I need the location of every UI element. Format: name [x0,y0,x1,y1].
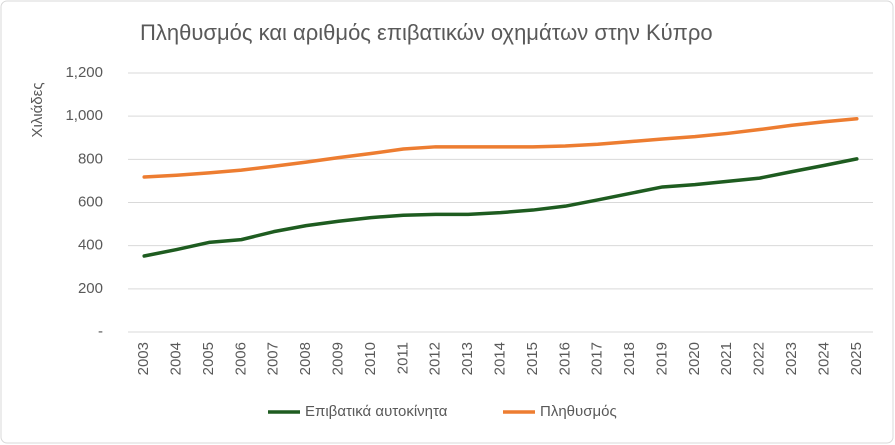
x-tick-label: 2021 [718,342,735,375]
x-tick-label: 2017 [589,342,606,375]
y-tick-label: 1,000 [65,107,103,124]
y-tick-label: 200 [78,280,103,297]
series-line [142,117,859,179]
x-tick-label: 2010 [362,342,379,375]
x-tick-label: 2004 [168,342,185,375]
x-tick-label: 2012 [427,342,444,375]
x-tick-label: 2023 [783,342,800,375]
x-tick-label: 2003 [135,342,152,375]
y-tick-label: 1,200 [65,64,103,81]
x-tick-label: 2007 [265,342,282,375]
x-tick-label: 2025 [848,342,865,375]
legend-label: Επιβατικά αυτοκίνητα [305,403,448,420]
x-tick-label: 2024 [815,342,832,375]
x-tick-label: 2015 [524,342,541,375]
x-tick-label: 2005 [200,342,217,375]
x-tick-label: 2008 [297,342,314,375]
x-tick-label: 2016 [556,342,573,375]
x-tick-label: 2020 [686,342,703,375]
series-line [142,157,859,258]
legend-label: Πληθυσμός [540,403,617,420]
x-tick-label: 2011 [394,342,411,374]
x-tick-label: 2009 [330,342,347,375]
y-tick-label: 600 [78,193,103,210]
x-tick-label: 2006 [232,342,249,375]
y-axis-label: Χιλιάδες [29,82,46,137]
x-tick-label: 2014 [491,342,508,375]
chart-title: Πληθυσμός και αριθμός επιβατικών οχημάτω… [140,20,713,45]
y-tick-label: - [98,323,103,340]
y-tick-label: 400 [78,237,103,254]
x-tick-label: 2013 [459,342,476,375]
x-tick-label: 2022 [751,342,768,375]
x-tick-label: 2018 [621,342,638,375]
x-tick-label: 2019 [653,342,670,375]
y-tick-label: 800 [78,150,103,167]
